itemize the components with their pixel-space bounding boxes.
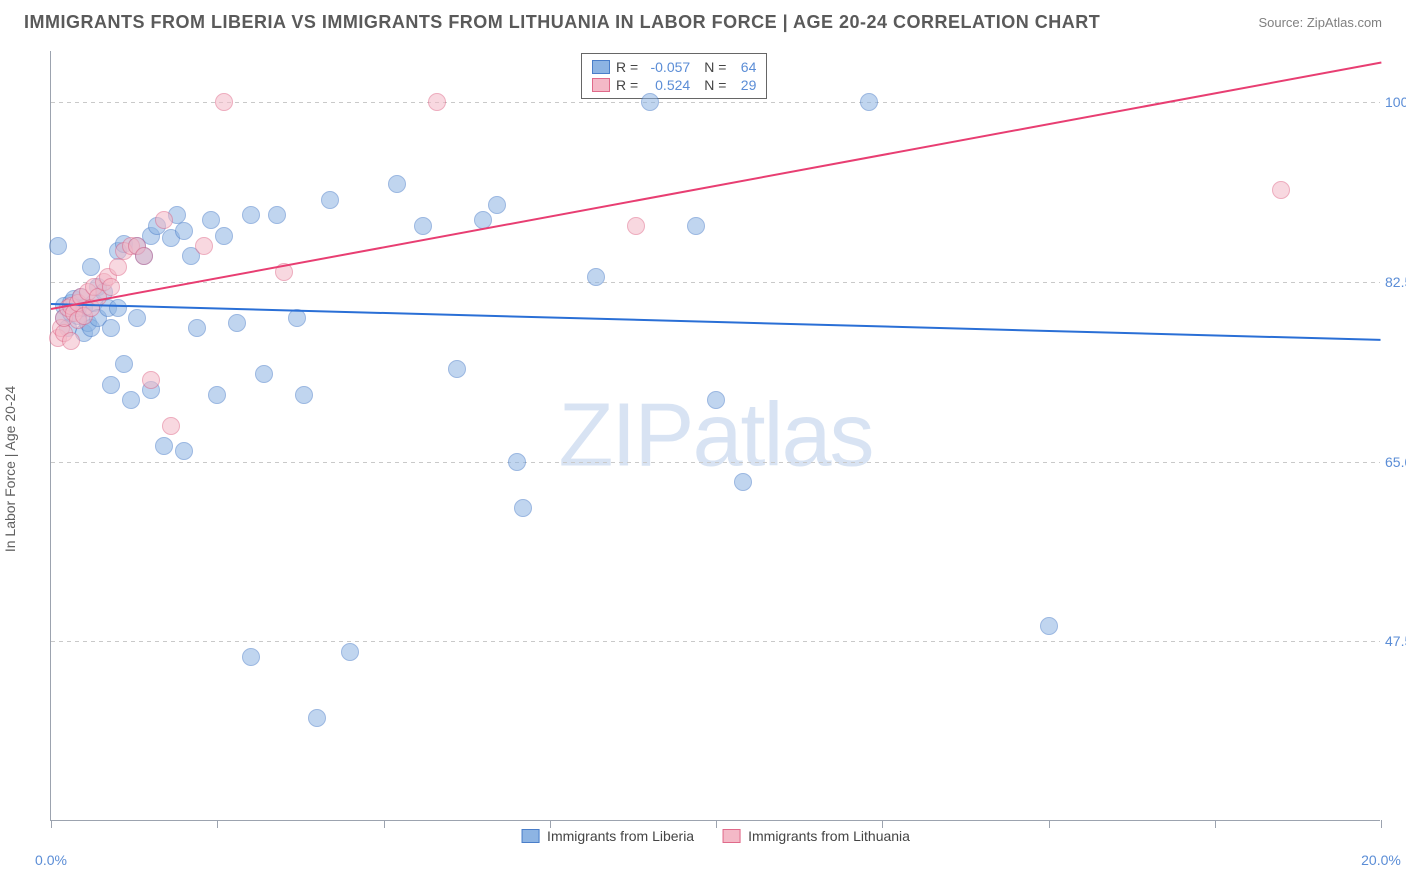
scatter-point <box>62 332 80 350</box>
scatter-point <box>295 386 313 404</box>
x-tick <box>882 820 883 828</box>
legend-row: R = 0.524 N = 29 <box>592 76 756 94</box>
x-tick <box>51 820 52 828</box>
scatter-point <box>142 371 160 389</box>
scatter-point <box>102 376 120 394</box>
x-tick <box>1215 820 1216 828</box>
trend-line <box>51 303 1381 341</box>
scatter-point <box>587 268 605 286</box>
legend-item: Immigrants from Liberia <box>521 828 694 844</box>
scatter-point <box>109 258 127 276</box>
scatter-point <box>414 217 432 235</box>
gridline-h <box>51 102 1380 103</box>
scatter-point <box>707 391 725 409</box>
scatter-point <box>1272 181 1290 199</box>
gridline-h <box>51 462 1380 463</box>
correlation-legend: R = -0.057 N = 64 R = 0.524 N = 29 <box>581 53 767 99</box>
scatter-point <box>202 211 220 229</box>
scatter-point <box>109 299 127 317</box>
legend-swatch <box>592 78 610 92</box>
scatter-point <box>102 278 120 296</box>
legend-item: Immigrants from Lithuania <box>722 828 910 844</box>
scatter-point <box>122 391 140 409</box>
scatter-point <box>428 93 446 111</box>
plot-area: ZIPatlas R =-0.057N =64R =0.524N =29 Imm… <box>50 51 1380 821</box>
scatter-point <box>641 93 659 111</box>
scatter-point <box>268 206 286 224</box>
scatter-point <box>388 175 406 193</box>
scatter-point <box>195 237 213 255</box>
scatter-point <box>627 217 645 235</box>
scatter-point <box>215 227 233 245</box>
header: IMMIGRANTS FROM LIBERIA VS IMMIGRANTS FR… <box>0 0 1406 41</box>
x-tick <box>716 820 717 828</box>
r-label: R = <box>616 59 638 75</box>
scatter-point <box>341 643 359 661</box>
scatter-point <box>255 365 273 383</box>
x-tick <box>550 820 551 828</box>
y-tick-label: 47.5% <box>1385 633 1406 649</box>
x-tick <box>217 820 218 828</box>
source-label: Source: ZipAtlas.com <box>1258 15 1382 30</box>
legend-label: Immigrants from Lithuania <box>748 828 910 844</box>
scatter-point <box>1040 617 1058 635</box>
r-value: -0.057 <box>644 59 690 75</box>
scatter-point <box>49 237 67 255</box>
scatter-point <box>128 309 146 327</box>
r-value: 0.524 <box>644 77 690 93</box>
scatter-point <box>308 709 326 727</box>
x-tick <box>1049 820 1050 828</box>
scatter-point <box>215 93 233 111</box>
scatter-point <box>155 211 173 229</box>
scatter-point <box>242 206 260 224</box>
scatter-point <box>448 360 466 378</box>
n-value: 29 <box>732 77 756 93</box>
scatter-point <box>135 247 153 265</box>
n-label: N = <box>704 59 726 75</box>
scatter-point <box>321 191 339 209</box>
n-label: N = <box>704 77 726 93</box>
y-axis-label: In Labor Force | Age 20-24 <box>2 386 18 552</box>
scatter-point <box>162 417 180 435</box>
scatter-point <box>208 386 226 404</box>
chart-title: IMMIGRANTS FROM LIBERIA VS IMMIGRANTS FR… <box>24 12 1100 33</box>
r-label: R = <box>616 77 638 93</box>
y-tick-label: 82.5% <box>1385 274 1406 290</box>
legend-row: R = -0.057 N = 64 <box>592 58 756 76</box>
legend-swatch <box>722 829 740 843</box>
watermark-bold: ZIP <box>558 385 692 485</box>
x-tick-label: 20.0% <box>1361 852 1401 868</box>
gridline-h <box>51 282 1380 283</box>
scatter-point <box>115 355 133 373</box>
y-tick-label: 100.0% <box>1385 94 1406 110</box>
chart-container: In Labor Force | Age 20-24 ZIPatlas R =-… <box>0 41 1406 881</box>
scatter-point <box>175 442 193 460</box>
n-value: 64 <box>732 59 756 75</box>
scatter-point <box>102 319 120 337</box>
scatter-point <box>228 314 246 332</box>
scatter-point <box>82 258 100 276</box>
x-tick <box>1381 820 1382 828</box>
scatter-point <box>687 217 705 235</box>
x-tick <box>384 820 385 828</box>
legend-label: Immigrants from Liberia <box>547 828 694 844</box>
scatter-point <box>508 453 526 471</box>
x-tick-label: 0.0% <box>35 852 67 868</box>
legend-swatch <box>521 829 539 843</box>
scatter-point <box>175 222 193 240</box>
series-legend: Immigrants from Liberia Immigrants from L… <box>521 828 910 844</box>
y-tick-label: 65.0% <box>1385 454 1406 470</box>
scatter-point <box>860 93 878 111</box>
legend-swatch <box>592 60 610 74</box>
scatter-point <box>242 648 260 666</box>
scatter-point <box>155 437 173 455</box>
gridline-h <box>51 641 1380 642</box>
scatter-point <box>734 473 752 491</box>
scatter-point <box>188 319 206 337</box>
scatter-point <box>514 499 532 517</box>
scatter-point <box>488 196 506 214</box>
